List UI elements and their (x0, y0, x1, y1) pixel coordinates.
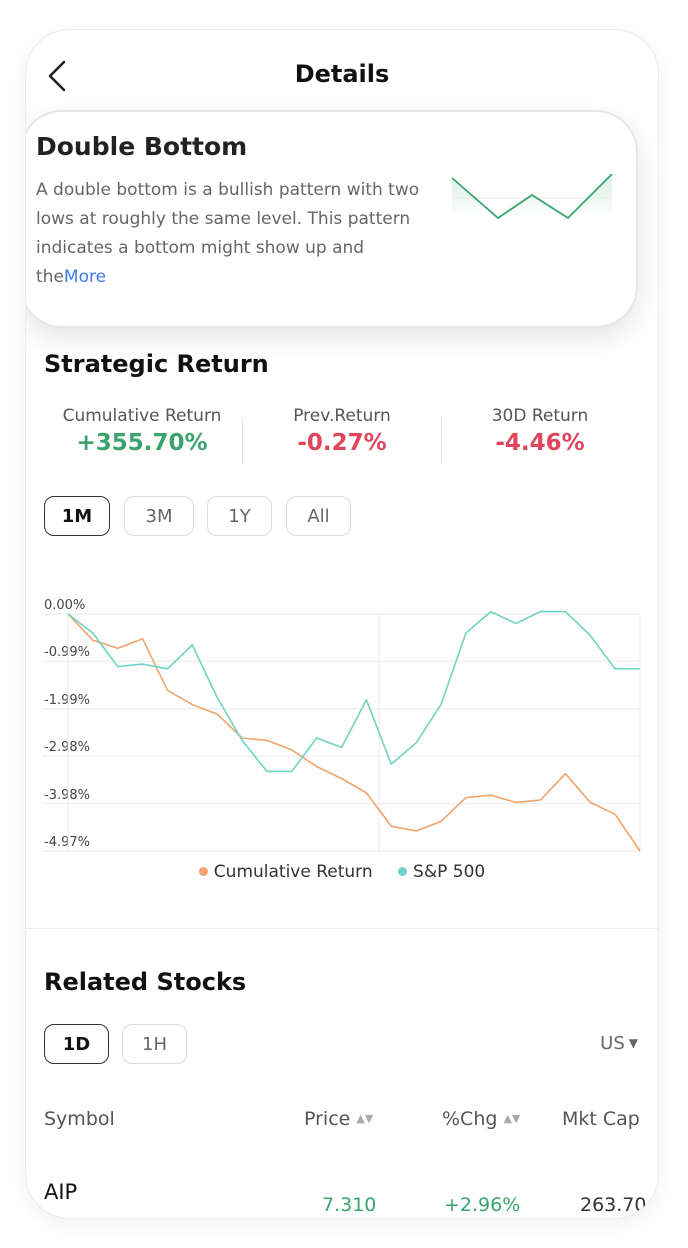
series-line-cumulative-return (67, 613, 641, 852)
stat-cumulative-return: Cumulative Return +355.70% (42, 406, 242, 456)
strategic-return-title: Strategic Return (44, 350, 269, 378)
stat-value: -4.46% (495, 430, 585, 456)
page-title: Details (294, 60, 390, 88)
y-tick-label: -4.97% (44, 835, 90, 850)
more-link[interactable]: More (63, 267, 107, 287)
back-icon[interactable] (40, 58, 76, 94)
table-header: Symbol Price ▲▼ %Chg ▲▼ Mkt Cap (26, 1108, 658, 1140)
stat-label: 30D Return (491, 406, 589, 426)
stat-label: Prev.Return (293, 406, 391, 426)
stat-divider (242, 418, 243, 464)
chart-legend: Cumulative Return S&P 500 (26, 862, 658, 882)
pattern-thumbnail-chart (451, 174, 613, 220)
stock-change: +2.96% (444, 1194, 521, 1216)
column-chg[interactable]: %Chg ▲▼ (442, 1108, 520, 1130)
y-tick-label: 0.00% (44, 598, 85, 613)
strategic-return-chart: 0.00%-0.99%-1.99%-2.98%-3.98%-4.97%2023/… (42, 598, 641, 852)
pattern-title: Double Bottom (36, 132, 248, 161)
column-mkt-cap[interactable]: Mkt Cap (562, 1108, 640, 1130)
header: Details (26, 30, 658, 120)
app-frame: Details Double Bottom A double bottom is… (26, 30, 658, 1218)
pattern-description: A double bottom is a bullish pattern wit… (36, 176, 432, 292)
caret-down-icon: ▼ (628, 1036, 638, 1050)
column-symbol: Symbol (44, 1108, 115, 1130)
column-chg-label: %Chg (442, 1108, 498, 1130)
series-line-sp500 (67, 610, 640, 773)
related-stocks-title: Related Stocks (44, 968, 247, 996)
market-label: US (600, 1033, 625, 1054)
interval-button-1h[interactable]: 1H (122, 1024, 187, 1064)
y-tick-label: -0.99% (44, 645, 90, 660)
stock-symbol: AIP (44, 1180, 78, 1204)
stat-value: +355.70% (76, 430, 208, 456)
stock-mkt-cap: 263.70 (580, 1194, 647, 1216)
stat-30d-return: 30D Return -4.46% (440, 406, 640, 456)
column-price-label: Price (304, 1108, 351, 1130)
range-button-all[interactable]: All (286, 496, 351, 536)
sort-icon: ▲▼ (503, 1112, 521, 1125)
stock-price: 7.310 (322, 1194, 377, 1216)
y-tick-label: -2.98% (44, 740, 90, 755)
market-selector[interactable]: US ▼ (600, 1033, 638, 1054)
range-button-1m[interactable]: 1M (44, 496, 110, 536)
y-tick-label: -1.99% (44, 693, 90, 708)
y-tick-label: -3.98% (44, 788, 90, 803)
stat-value: -0.27% (297, 430, 387, 456)
legend-label: Cumulative Return (213, 862, 373, 882)
stat-divider (441, 418, 442, 464)
range-button-3m[interactable]: 3M (124, 496, 194, 536)
stat-prev-return: Prev.Return -0.27% (242, 406, 442, 456)
table-row[interactable]: AIP 7.310 +2.96% 263.70 (26, 1170, 658, 1218)
interval-button-1d[interactable]: 1D (44, 1024, 109, 1064)
section-divider (26, 928, 658, 929)
sort-icon: ▲▼ (356, 1112, 374, 1125)
pattern-description-text: A double bottom is a bullish pattern wit… (36, 180, 420, 287)
pattern-card[interactable]: Double Bottom A double bottom is a bulli… (26, 112, 636, 326)
stat-label: Cumulative Return (62, 406, 222, 426)
column-price[interactable]: Price ▲▼ (304, 1108, 373, 1130)
legend-item-sp500: S&P 500 (398, 862, 485, 882)
legend-item-cumulative: Cumulative Return (198, 862, 373, 882)
legend-dot (198, 866, 208, 876)
legend-dot (398, 866, 408, 876)
range-button-1y[interactable]: 1Y (207, 496, 272, 536)
return-stats: Cumulative Return +355.70% Prev.Return -… (26, 406, 658, 468)
legend-label: S&P 500 (413, 862, 486, 882)
